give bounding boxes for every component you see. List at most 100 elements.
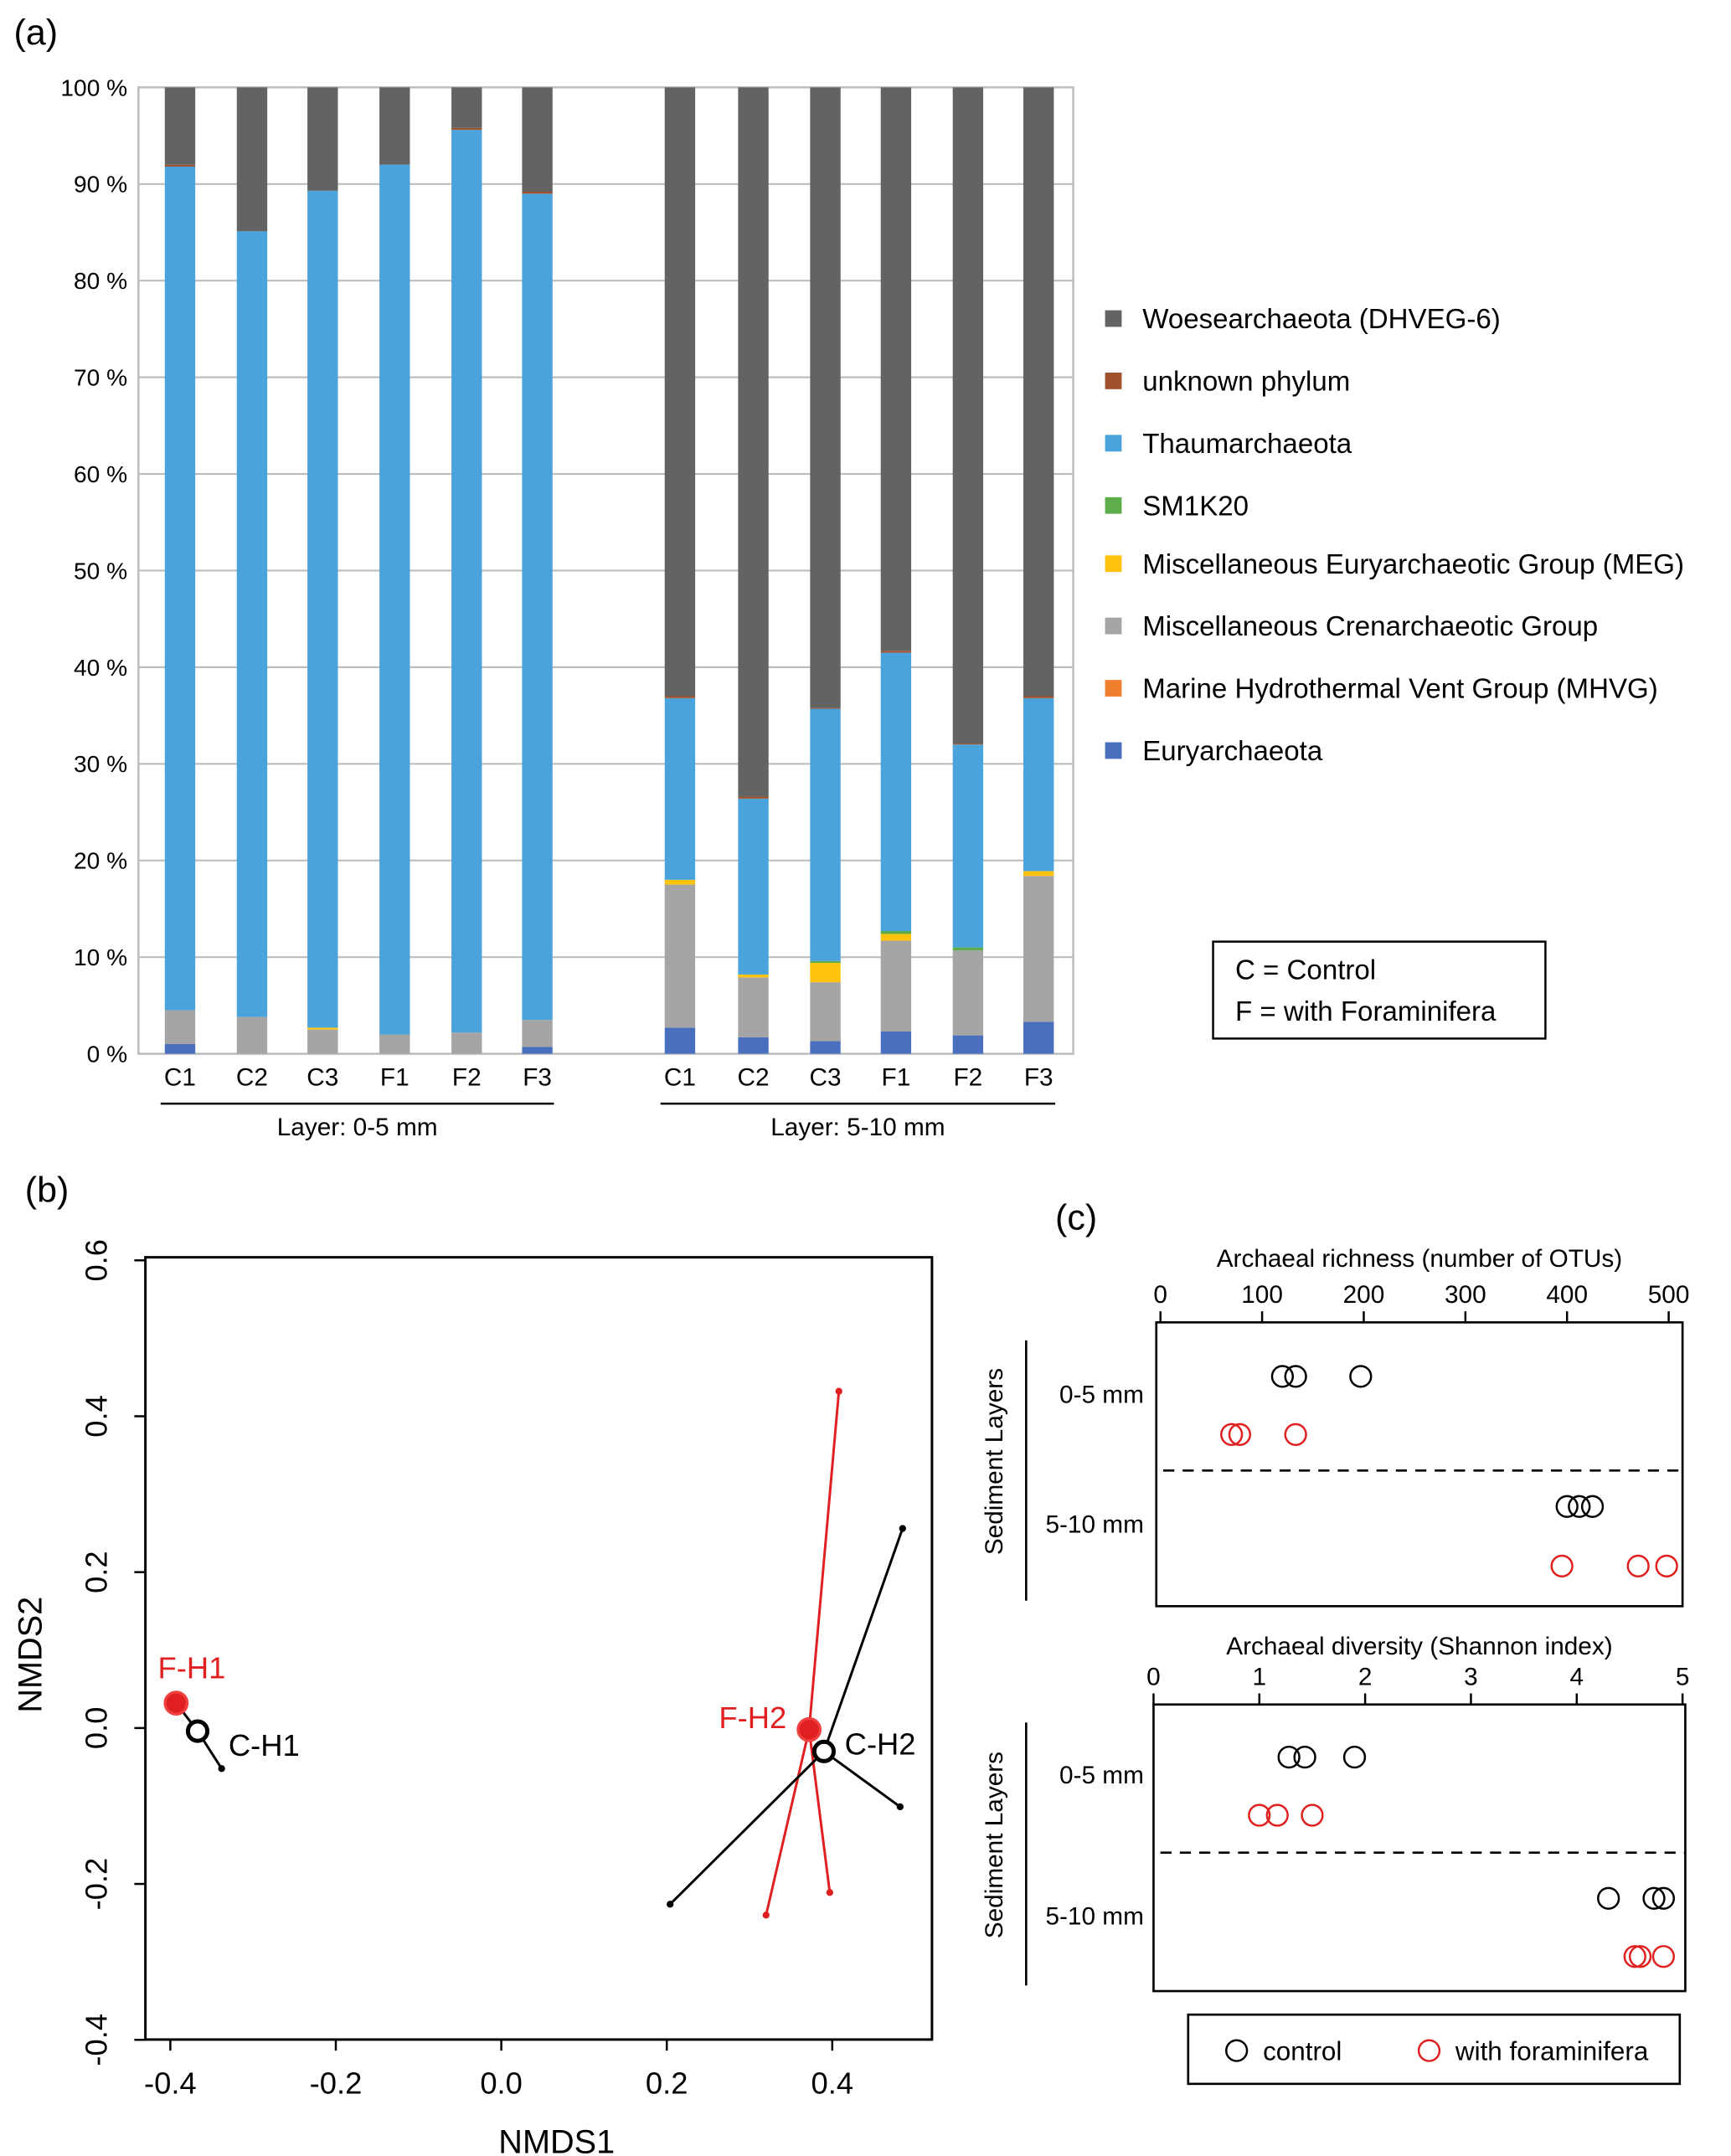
centroid-label: F-H2 — [719, 1701, 786, 1735]
x-tick-label: C2 — [236, 1064, 268, 1092]
y-tick-label: 0.0 — [79, 1707, 113, 1750]
y-axis-label: Sediment Layers — [981, 1368, 1008, 1555]
legend-swatch — [1105, 555, 1122, 573]
x-tick-label: F2 — [452, 1064, 482, 1092]
bar-segment-woesearchaeota-dhveg-6- — [451, 87, 482, 128]
x-tick-label: 4 — [1570, 1664, 1584, 1691]
x-tick-label: 400 — [1546, 1281, 1588, 1309]
bar-segment-sm1k20 — [952, 947, 984, 951]
legend-label: Thaumarchaeota — [1142, 429, 1352, 460]
bar-segment-woesearchaeota-dhveg-6- — [664, 87, 696, 697]
panel-label-c: (c) — [1055, 1198, 1097, 1238]
legend-marker-control — [1225, 2039, 1249, 2062]
data-point-control — [1597, 1886, 1620, 1910]
x-tick-label: C2 — [738, 1064, 770, 1092]
data-point-foraminifera — [1655, 1554, 1678, 1578]
bar-segment-euryarchaeota — [664, 1027, 696, 1054]
y-tick-label: 70 % — [74, 365, 127, 391]
spoke-line — [669, 1750, 825, 1906]
x-tick-label: F2 — [954, 1064, 983, 1092]
data-point-control — [1642, 1886, 1666, 1910]
bar-segment-woesearchaeota-dhveg-6- — [379, 87, 410, 165]
legend-box — [1187, 2013, 1682, 2086]
bar-segment-thaumarchaeota — [880, 652, 912, 931]
bar-segment-woesearchaeota-dhveg-6- — [738, 87, 769, 797]
bar-segment-miscellaneous-crenarchaeotic-group — [236, 1016, 268, 1054]
bar-segment-miscellaneous-crenarchaeotic-group — [451, 1032, 482, 1054]
sample-point — [218, 1765, 225, 1773]
data-point-control — [1651, 1886, 1676, 1910]
bar-segment-thaumarchaeota — [810, 708, 841, 961]
x-tick-label: 0 — [1153, 1281, 1167, 1309]
bar-segment-unknown-phylum — [522, 192, 553, 194]
bar-segment-thaumarchaeota — [307, 190, 338, 1028]
centroid-label: C-H2 — [845, 1726, 916, 1761]
data-point-foraminifera — [1265, 1804, 1289, 1827]
x-tick-label: 1 — [1253, 1664, 1267, 1691]
bar-segment-miscellaneous-euryarchaeotic-group-meg- — [1023, 871, 1054, 877]
legend-swatch — [1105, 435, 1122, 452]
y-tick-label: 0.2 — [79, 1551, 113, 1593]
row-label: 0-5 mm — [1059, 1762, 1144, 1789]
data-point-control — [1349, 1365, 1373, 1388]
plot-title: Archaeal diversity (Shannon index) — [1226, 1633, 1612, 1660]
data-point-foraminifera — [1628, 1945, 1652, 1968]
legend-swatch — [1105, 372, 1122, 389]
x-tick-label: 0 — [1146, 1664, 1161, 1691]
data-point-foraminifera — [1651, 1945, 1676, 1968]
data-point-foraminifera — [1623, 1945, 1646, 1968]
bar-segment-unknown-phylum — [738, 796, 769, 799]
x-tick-label: 2 — [1358, 1664, 1373, 1691]
data-point-foraminifera — [1284, 1423, 1307, 1446]
legend-label: Miscellaneous Crenarchaeotic Group — [1142, 611, 1598, 642]
legend-swatch — [1105, 497, 1122, 514]
data-point-foraminifera — [1228, 1423, 1252, 1446]
centroid-label: F-H1 — [158, 1650, 226, 1685]
bar-segment-thaumarchaeota — [1023, 697, 1054, 872]
bar-segment-thaumarchaeota — [164, 166, 196, 1011]
legend-swatch — [1105, 742, 1122, 759]
x-tick-label: 0.2 — [646, 2066, 688, 2100]
bar-segment-miscellaneous-euryarchaeotic-group-meg- — [810, 963, 841, 983]
bar-segment-miscellaneous-crenarchaeotic-group — [164, 1010, 196, 1045]
x-tick-label: 200 — [1343, 1281, 1385, 1309]
bar-segment-woesearchaeota-dhveg-6- — [164, 87, 196, 165]
bar-segment-woesearchaeota-dhveg-6- — [952, 87, 984, 744]
data-point-foraminifera — [1626, 1554, 1650, 1578]
bar-segment-unknown-phylum — [880, 651, 912, 653]
bar-segment-woesearchaeota-dhveg-6- — [1023, 87, 1054, 697]
y-tick-label: 30 % — [74, 751, 127, 777]
bar-segment-miscellaneous-crenarchaeotic-group — [379, 1034, 410, 1054]
plot-frame — [144, 1256, 934, 2041]
centroid-f-h2 — [796, 1716, 822, 1742]
y-tick-label: 90 % — [74, 172, 127, 198]
panel-c-dot-plots: Archaeal richness (number of OTUs)0 100 20… — [981, 1245, 1689, 2086]
bar-segment-euryarchaeota — [952, 1035, 984, 1054]
y-tick-label: 0.6 — [79, 1239, 113, 1282]
data-point-control — [1580, 1495, 1605, 1518]
x-tick-label: F3 — [523, 1064, 552, 1092]
bar-segment-miscellaneous-euryarchaeotic-group-meg- — [738, 974, 769, 978]
bar-segment-thaumarchaeota — [738, 798, 769, 975]
bar-segment-miscellaneous-crenarchaeotic-group — [1023, 876, 1054, 1022]
legend-label: Marine Hydrothermal Vent Group (MHVG) — [1142, 674, 1658, 705]
bar-segment-miscellaneous-euryarchaeotic-group-meg- — [307, 1027, 338, 1030]
y-tick-label: 50 % — [74, 558, 127, 584]
legend-label: control — [1263, 2037, 1342, 2066]
x-tick-label: C3 — [810, 1064, 842, 1092]
sample-point — [835, 1387, 842, 1395]
bar-segment-thaumarchaeota — [522, 193, 553, 1021]
y-tick-label: 20 % — [74, 848, 127, 874]
group-label: Layer: 0-5 mm — [277, 1114, 438, 1141]
x-tick-label: C1 — [164, 1064, 196, 1092]
bar-segment-euryarchaeota — [880, 1032, 912, 1054]
x-tick-label: F1 — [380, 1064, 410, 1092]
bar-segment-woesearchaeota-dhveg-6- — [236, 87, 268, 232]
bar-segment-miscellaneous-crenarchaeotic-group — [810, 982, 841, 1042]
x-tick-label: 3 — [1464, 1664, 1478, 1691]
row-label: 5-10 mm — [1045, 1511, 1143, 1539]
annotation-box — [1212, 940, 1547, 1040]
bar-segment-miscellaneous-euryarchaeotic-group-meg- — [664, 879, 696, 885]
x-tick-label: -0.2 — [310, 2066, 363, 2100]
bar-segment-woesearchaeota-dhveg-6- — [880, 87, 912, 651]
